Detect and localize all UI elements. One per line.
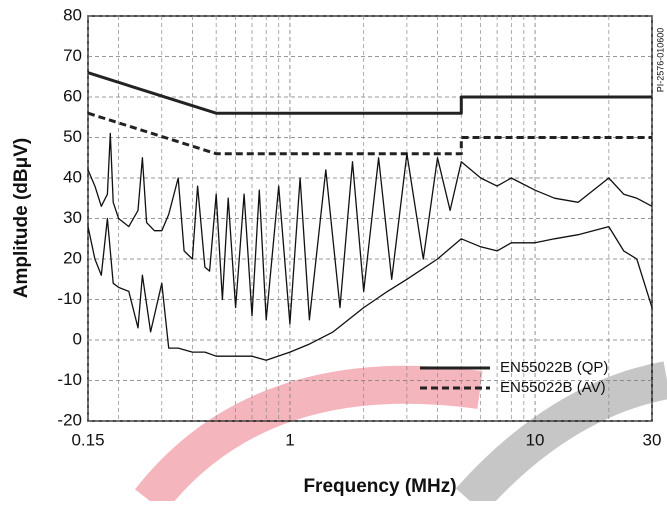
limit-line — [87, 111, 652, 156]
y-tick-label: -10 — [57, 370, 82, 389]
y-tick-label: 80 — [63, 5, 82, 24]
limit-line — [87, 71, 652, 115]
x-tick-label: 1 — [285, 430, 294, 449]
measurement-trace — [87, 217, 653, 361]
y-tick-label: 60 — [63, 86, 82, 105]
x-tick-label: 10 — [526, 430, 545, 449]
y-tick-label: 70 — [63, 46, 82, 65]
y-tick-label: -20 — [57, 410, 82, 429]
y-tick-label: 30 — [63, 208, 82, 227]
y-tick-label: 0 — [73, 329, 82, 348]
y-tick-label: -10 — [57, 289, 82, 308]
figure-code: PI-2576-010600 — [655, 28, 665, 93]
measurement-trace — [87, 132, 653, 325]
legend-label: EN55022B (AV) — [500, 379, 606, 396]
y-tick-label: 20 — [63, 248, 82, 267]
x-tick-label: 30 — [643, 430, 662, 449]
y-tick-label: 40 — [63, 167, 82, 186]
legend-label: EN55022B (QP) — [500, 359, 608, 376]
y-tick-label: 50 — [63, 127, 82, 146]
x-tick-label: 0.15 — [71, 430, 104, 449]
x-axis-label: Frequency (MHz) — [303, 476, 456, 497]
y-axis-label: Amplitude (dBμV) — [11, 138, 32, 298]
